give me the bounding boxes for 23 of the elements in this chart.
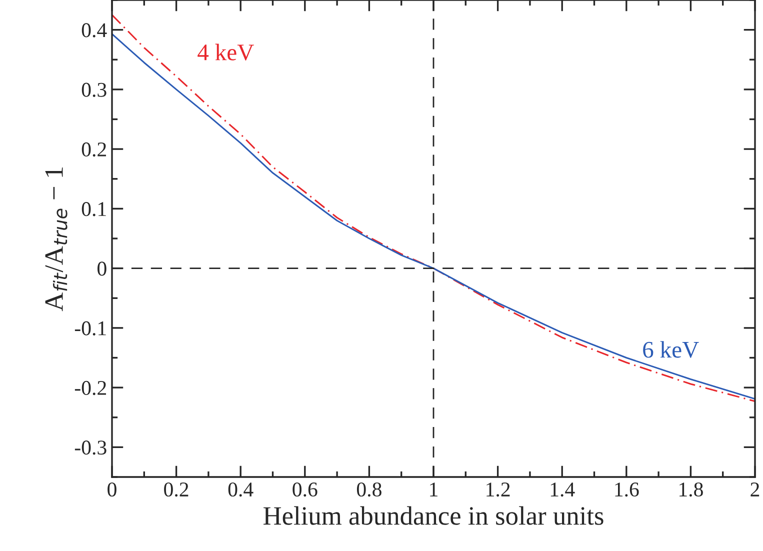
- series-label: 6 keV: [643, 341, 699, 358]
- y-tick-label: 0: [98, 262, 106, 276]
- y-axis-title: A$_{fit}$/A$_{true}$ − 1: [45, 167, 68, 312]
- x-tick-label: 0: [108, 482, 116, 497]
- x-tick-label: 1.2: [486, 482, 510, 497]
- x-tick-label: 2: [750, 482, 760, 496]
- y-tick-label: -0.2: [74, 380, 106, 396]
- y-tick-label: 0.1: [82, 202, 106, 216]
- x-tick-label: 0.8: [356, 482, 382, 497]
- series-label: 4 keV: [198, 44, 254, 61]
- y-tick-label: 0.4: [82, 23, 107, 38]
- x-axis-title: Helium abundance in solar units: [264, 506, 604, 525]
- y-tick-label: -0.3: [74, 440, 106, 455]
- x-tick-label: 1.6: [615, 482, 639, 497]
- y-tick-label: -0.1: [74, 321, 106, 336]
- x-tick-label: 0.6: [292, 482, 318, 497]
- y-tick-label: 0.3: [82, 82, 106, 97]
- x-tick-label: 0.2: [164, 482, 188, 497]
- x-tick-label: 1: [430, 482, 438, 496]
- y-tick-label: 0.2: [82, 142, 106, 157]
- x-tick-label: 1.8: [680, 482, 703, 497]
- x-tick-label: 1.4: [550, 482, 575, 497]
- x-tick-label: 0.4: [228, 482, 254, 497]
